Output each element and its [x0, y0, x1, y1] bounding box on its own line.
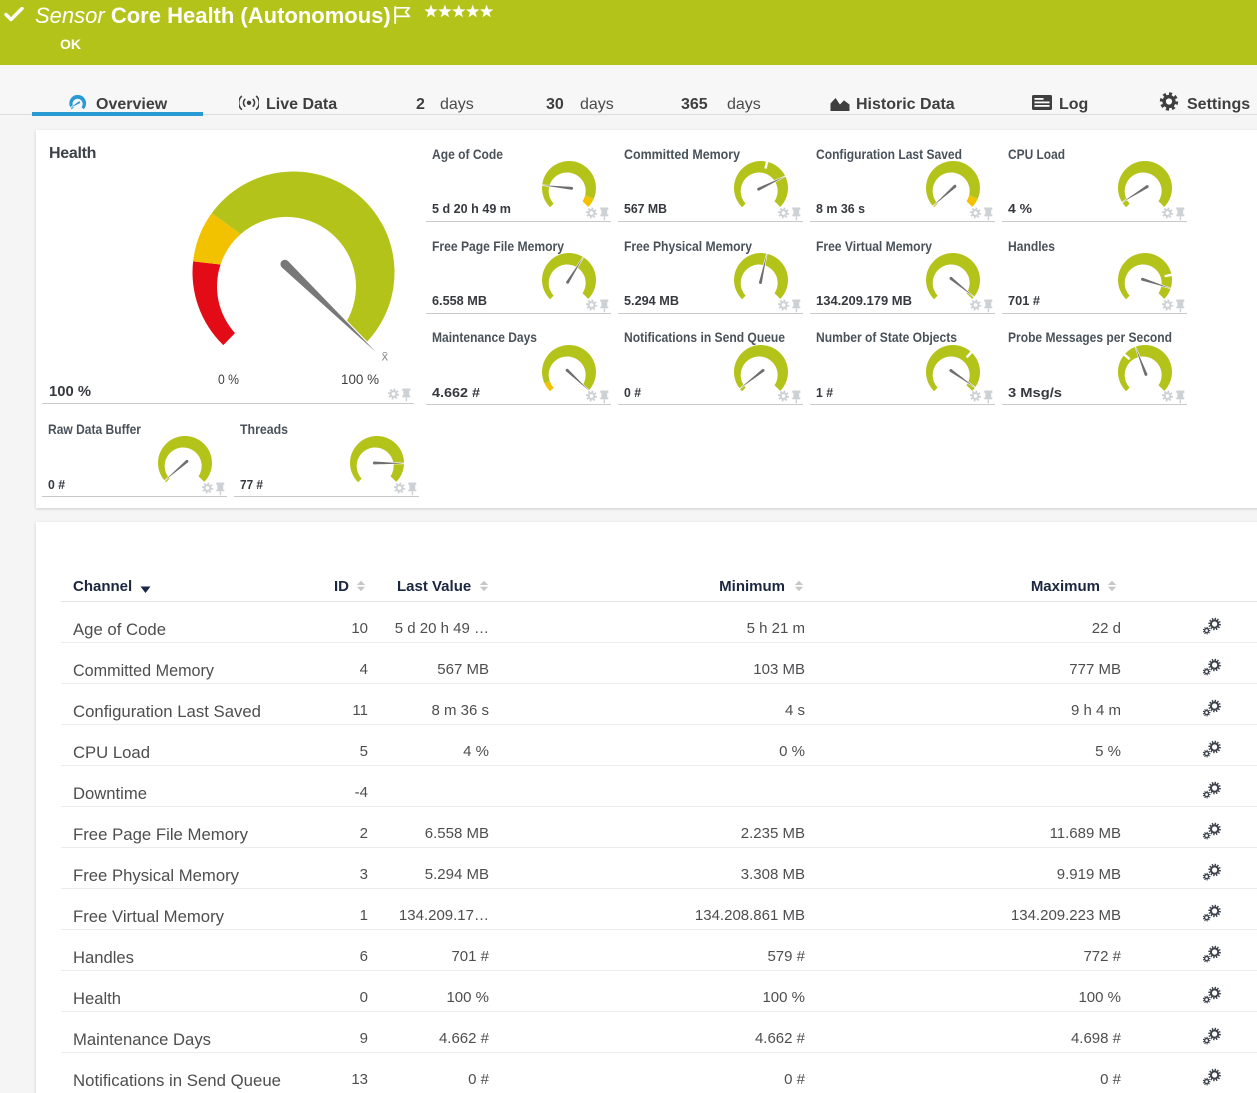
svg-text:Free Page File Memory: Free Page File Memory: [432, 238, 564, 254]
svg-text:Free Page File Memory: Free Page File Memory: [73, 826, 249, 844]
svg-text:Configuration Last Saved: Configuration Last Saved: [73, 703, 261, 721]
svg-text:1 #: 1 #: [816, 385, 834, 400]
svg-text:567 MB: 567 MB: [624, 201, 667, 216]
svg-text:Free Physical Memory: Free Physical Memory: [624, 238, 752, 254]
svg-text:134.209.179 MB: 134.209.179 MB: [816, 293, 912, 308]
svg-text:701 #: 701 #: [1008, 293, 1041, 308]
svg-text:5.294 MB: 5.294 MB: [624, 293, 679, 308]
svg-text:4.662 #: 4.662 #: [432, 385, 481, 400]
svg-text:x̄: x̄: [382, 349, 389, 364]
svg-text:Age of Code: Age of Code: [73, 621, 166, 639]
svg-text:Handles: Handles: [1008, 238, 1055, 254]
svg-text:CPU Load: CPU Load: [73, 744, 150, 762]
svg-text:Health: Health: [73, 990, 121, 1008]
svg-text:Raw Data Buffer: Raw Data Buffer: [48, 421, 141, 437]
svg-text:0 %: 0 %: [218, 371, 239, 387]
svg-text:Probe Messages per Second: Probe Messages per Second: [1008, 329, 1172, 345]
svg-text:0 #: 0 #: [48, 477, 66, 492]
svg-text:Notifications in Send Queue: Notifications in Send Queue: [624, 329, 785, 345]
svg-text:CPU Load: CPU Load: [1008, 146, 1065, 162]
svg-text:Downtime: Downtime: [73, 785, 147, 803]
svg-text:100 %: 100 %: [49, 384, 91, 400]
svg-text:100 %: 100 %: [341, 371, 379, 387]
svg-text:4 %: 4 %: [1008, 201, 1032, 216]
svg-text:8 m 36 s: 8 m 36 s: [816, 201, 865, 216]
svg-text:Notifications in Send Queue: Notifications in Send Queue: [73, 1072, 281, 1090]
svg-text:Free Virtual Memory: Free Virtual Memory: [816, 238, 932, 254]
svg-text:Committed Memory: Committed Memory: [624, 146, 740, 162]
svg-text:0 #: 0 #: [624, 385, 642, 400]
svg-text:5 d 20 h 49 m: 5 d 20 h 49 m: [432, 201, 511, 216]
svg-text:Age of Code: Age of Code: [432, 146, 503, 162]
svg-text:Maintenance Days: Maintenance Days: [432, 329, 537, 345]
svg-text:Free Physical Memory: Free Physical Memory: [73, 867, 240, 885]
svg-text:Maintenance Days: Maintenance Days: [73, 1031, 211, 1049]
svg-text:Committed Memory: Committed Memory: [73, 662, 215, 680]
svg-text:Threads: Threads: [240, 421, 288, 437]
svg-text:Handles: Handles: [73, 949, 134, 967]
svg-text:6.558 MB: 6.558 MB: [432, 293, 487, 308]
svg-text:Number of State Objects: Number of State Objects: [816, 329, 957, 345]
svg-text:3 Msg/s: 3 Msg/s: [1008, 385, 1062, 400]
svg-text:77 #: 77 #: [240, 477, 264, 492]
svg-text:Free Virtual Memory: Free Virtual Memory: [73, 908, 225, 926]
svg-text:Configuration Last Saved: Configuration Last Saved: [816, 146, 962, 162]
